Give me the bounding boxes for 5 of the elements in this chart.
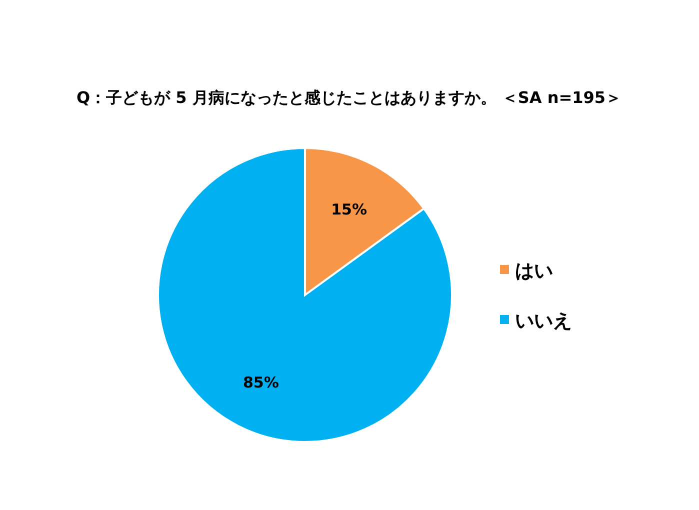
legend-label: いいえ xyxy=(515,310,572,332)
chart-title: Q：子どもが 5 月病になったと感じたことはありますか。 ＜SA n=195＞ xyxy=(76,88,622,107)
data-label: 85% xyxy=(243,373,279,392)
legend-label: はい xyxy=(515,260,553,282)
data-label: 15% xyxy=(331,200,367,219)
